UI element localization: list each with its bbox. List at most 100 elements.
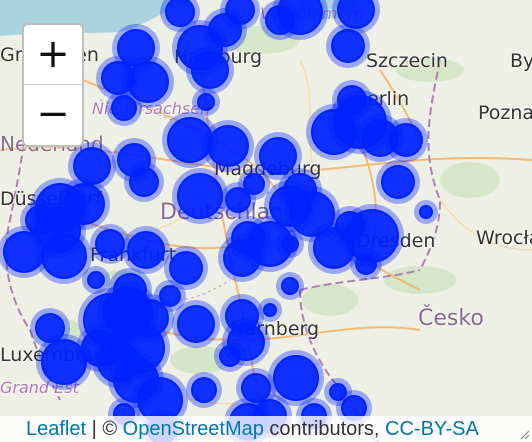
marker-circle[interactable] (165, 0, 195, 27)
marker-cluster[interactable] (238, 168, 270, 200)
marker-cluster[interactable] (254, 132, 302, 180)
marker-cluster[interactable] (82, 266, 110, 294)
marker-circle[interactable] (169, 251, 203, 285)
marker-cluster[interactable] (164, 246, 208, 290)
marker-cluster[interactable] (106, 90, 142, 126)
marker-cluster[interactable] (0, 226, 50, 278)
marker-circle[interactable] (25, 205, 55, 235)
marker-circle[interactable] (355, 253, 377, 275)
marker-circle[interactable] (337, 85, 367, 115)
marker-cluster[interactable] (112, 138, 156, 182)
resize-handle-icon[interactable] (518, 428, 530, 440)
marker-circle[interactable] (381, 165, 415, 199)
marker-cluster[interactable] (218, 234, 266, 282)
marker-circle[interactable] (389, 123, 423, 157)
marker-circle[interactable] (329, 383, 347, 401)
marker-cluster[interactable] (220, 182, 256, 218)
marker-circle[interactable] (73, 147, 111, 185)
marker-circle[interactable] (289, 191, 335, 237)
marker-cluster[interactable] (326, 24, 370, 68)
marker-circle[interactable] (127, 61, 169, 103)
marker-cluster[interactable] (384, 118, 428, 162)
osm-link[interactable]: OpenStreetMap (122, 418, 264, 440)
marker-cluster[interactable] (220, 0, 260, 30)
marker-circle[interactable] (219, 345, 241, 367)
attribution-contributors: contributors, (263, 418, 386, 440)
marker-circle[interactable] (225, 0, 255, 25)
marker-cluster[interactable] (172, 168, 228, 224)
marker-circle[interactable] (331, 29, 365, 63)
zoom-out-button[interactable]: − (36, 91, 70, 137)
marker-circle[interactable] (87, 271, 105, 289)
marker-cluster[interactable] (162, 112, 218, 168)
marker-cluster[interactable] (76, 324, 124, 372)
marker-circle[interactable] (95, 229, 125, 259)
marker-circle[interactable] (243, 173, 265, 195)
marker-cluster[interactable] (214, 340, 246, 372)
marker-cluster[interactable] (284, 186, 340, 242)
marker-circle[interactable] (35, 313, 65, 343)
marker-cluster[interactable] (332, 0, 380, 34)
zoom-control: + − (22, 23, 84, 147)
marker-circle[interactable] (159, 285, 181, 307)
zoom-in-button[interactable]: + (24, 25, 82, 85)
marker-circle[interactable] (223, 239, 261, 277)
marker-cluster[interactable] (172, 300, 220, 348)
marker-circle[interactable] (225, 187, 251, 213)
marker-cluster[interactable] (112, 24, 160, 72)
marker-cluster[interactable] (414, 200, 438, 224)
marker-circle[interactable] (111, 95, 137, 121)
marker-cluster[interactable] (332, 80, 372, 120)
marker-circle[interactable] (273, 355, 319, 401)
place-label-city: Wrocław (476, 227, 532, 249)
marker-cluster[interactable] (330, 206, 370, 246)
marker-cluster[interactable] (132, 372, 188, 428)
marker-cluster[interactable] (160, 0, 200, 32)
marker-cluster[interactable] (192, 88, 220, 116)
marker-cluster[interactable] (350, 248, 382, 280)
marker-circle[interactable] (191, 51, 229, 89)
marker-circle[interactable] (263, 303, 277, 317)
marker-circle[interactable] (419, 205, 433, 219)
marker-cluster[interactable] (36, 334, 92, 390)
marker-cluster[interactable] (376, 160, 420, 204)
marker-circle[interactable] (259, 137, 297, 175)
marker-cluster[interactable] (68, 142, 116, 190)
marker-cluster[interactable] (122, 56, 174, 108)
place-label-city: Poznań (478, 102, 532, 124)
marker-circle[interactable] (241, 373, 271, 403)
leaflet-link[interactable]: Leaflet (26, 418, 87, 440)
marker-cluster[interactable] (258, 298, 282, 322)
marker-circle[interactable] (117, 143, 151, 177)
marker-cluster[interactable] (36, 228, 92, 284)
license-link[interactable]: CC-BY-SA (385, 418, 479, 440)
marker-circle[interactable] (281, 235, 299, 253)
marker-cluster[interactable] (276, 230, 304, 258)
marker-cluster[interactable] (30, 308, 70, 348)
marker-circle[interactable] (265, 5, 295, 35)
marker-cluster[interactable] (186, 372, 222, 408)
marker-circle[interactable] (335, 211, 365, 241)
marker-cluster[interactable] (202, 120, 254, 172)
marker-cluster[interactable] (268, 350, 324, 406)
marker-cluster[interactable] (90, 224, 130, 264)
marker-cluster[interactable] (186, 46, 234, 94)
marker-circle[interactable] (127, 231, 165, 269)
marker-cluster[interactable] (276, 272, 304, 300)
marker-cluster[interactable] (260, 0, 300, 40)
attribution-bar: Leaflet | © OpenStreetMap contributors, … (0, 416, 532, 442)
marker-cluster[interactable] (20, 200, 60, 240)
marker-circle[interactable] (3, 231, 45, 273)
marker-circle[interactable] (191, 377, 217, 403)
marker-circle[interactable] (197, 93, 215, 111)
marker-circle[interactable] (177, 305, 215, 343)
marker-circle[interactable] (337, 0, 375, 29)
marker-circle[interactable] (207, 125, 249, 167)
marker-circle[interactable] (177, 173, 223, 219)
marker-cluster[interactable] (236, 368, 276, 408)
marker-circle[interactable] (281, 277, 299, 295)
place-label-country: Česko (418, 306, 484, 331)
marker-circle[interactable] (41, 339, 87, 385)
marker-cluster[interactable] (122, 226, 170, 274)
